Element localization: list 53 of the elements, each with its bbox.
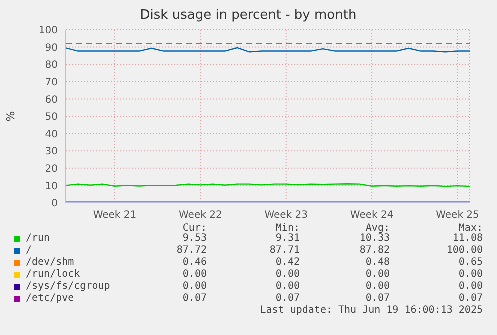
y-tick-label: 100	[38, 26, 58, 37]
text: 87.82	[360, 245, 390, 256]
chart-title: Disk usage in percent - by month	[139, 8, 358, 23]
text: 0.00	[182, 269, 207, 280]
legend-label: /run	[26, 233, 50, 244]
text: 0.65	[458, 257, 483, 268]
y-tick-label: 0	[52, 198, 58, 210]
text: 0.00	[276, 269, 300, 280]
legend-label: /	[26, 245, 32, 256]
legend-label: /dev/shm	[26, 257, 74, 268]
text: 9.31	[276, 233, 300, 244]
text: 0.00	[458, 281, 483, 292]
text: 87.71	[270, 245, 300, 256]
text: 0.00	[366, 269, 390, 280]
text: 0.00	[366, 281, 390, 292]
y-tick-label: 70	[45, 77, 58, 88]
text: Cur:	[182, 223, 207, 234]
text: Max:	[458, 223, 483, 234]
text: 0.07	[366, 293, 390, 304]
text: 0.00	[458, 269, 483, 280]
text: Last update: Thu Jun 19 16:00:13 2025	[260, 305, 483, 316]
legend-label: /run/lock	[26, 269, 80, 280]
x-tick-label: Week 25	[436, 210, 480, 222]
text: Min:	[276, 223, 300, 234]
legend-label: /etc/pve	[26, 293, 74, 304]
text: 0.00	[182, 281, 207, 292]
text: 9.53	[182, 233, 207, 244]
y-tick-label: 90	[45, 42, 58, 54]
y-tick-label: 30	[45, 146, 58, 158]
text: 87.72	[176, 245, 207, 256]
x-tick-label: Week 22	[179, 210, 222, 222]
text: 10.33	[360, 233, 390, 244]
text: 11.08	[452, 233, 483, 244]
text: 0.46	[182, 257, 207, 268]
text: 0.07	[458, 293, 483, 304]
x-tick-label: Week 23	[264, 210, 308, 222]
y-tick-label: 60	[45, 94, 58, 106]
text: 0.07	[276, 293, 300, 304]
legend-label: /sys/fs/cgroup	[26, 281, 110, 292]
y-tick-label: 50	[45, 112, 58, 124]
text: 0.42	[276, 257, 300, 268]
text: 0.07	[182, 293, 207, 304]
text: 100.00	[446, 245, 483, 256]
text: 0.48	[366, 257, 390, 268]
y-tick-label: 40	[45, 129, 58, 140]
x-tick-label: Week 21	[93, 210, 137, 222]
y-tick-label: 10	[45, 181, 58, 192]
y-tick-label: 20	[45, 164, 58, 175]
x-tick-label: Week 24	[350, 210, 394, 222]
text: 0.00	[276, 281, 300, 292]
text: Avg:	[366, 223, 390, 234]
y-axis-title: %	[4, 110, 18, 124]
y-tick-label: 80	[45, 60, 58, 72]
